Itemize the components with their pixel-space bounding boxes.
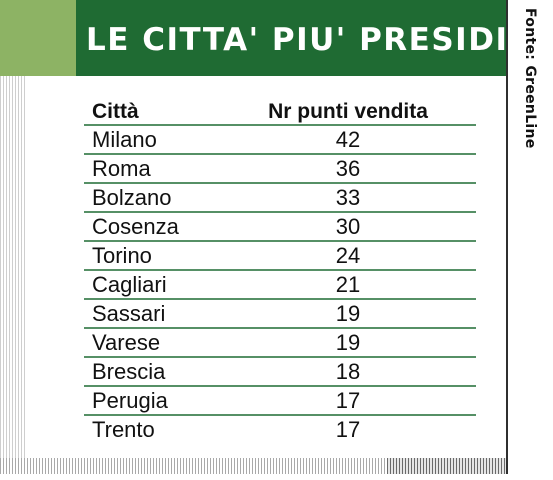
city-label: Sassari (92, 301, 165, 326)
store-count-value: 21 (336, 272, 360, 297)
city-label: Bolzano (92, 185, 172, 210)
left-hatch-decoration (0, 76, 26, 458)
banner-accent-square (0, 0, 76, 76)
city-label: Roma (92, 156, 151, 181)
store-count-value: 42 (336, 127, 360, 152)
city-label: Cagliari (92, 272, 167, 297)
store-count-value: 19 (336, 330, 360, 355)
column-header-stores: Nr punti vendita (268, 100, 428, 123)
city-label: Cosenza (92, 214, 180, 239)
store-count-value: 18 (336, 359, 360, 384)
source-credit: Fonte: GreenLine (522, 8, 538, 149)
title-banner: LE CITTA' PIU' PRESIDIATE (0, 0, 553, 76)
city-label: Trento (92, 417, 155, 442)
bottom-hatch-decoration (0, 458, 507, 474)
store-count-value: 17 (336, 417, 360, 442)
store-count-value: 24 (336, 243, 360, 268)
column-header-city: Città (92, 100, 139, 123)
store-count-value: 30 (336, 214, 360, 239)
city-label: Milano (92, 127, 157, 152)
city-label: Torino (92, 243, 152, 268)
right-border-rule (506, 0, 508, 474)
chart-title: LE CITTA' PIU' PRESIDIATE (86, 22, 553, 58)
store-count-value: 19 (336, 301, 360, 326)
store-count-value: 17 (336, 388, 360, 413)
store-count-value: 33 (336, 185, 360, 210)
city-label: Varese (92, 330, 160, 355)
data-table: Città Nr punti vendita Milano 42 Roma 36 Bolza… (84, 100, 476, 442)
city-label: Brescia (92, 359, 166, 384)
city-label: Perugia (92, 388, 169, 413)
store-count-value: 36 (336, 156, 360, 181)
